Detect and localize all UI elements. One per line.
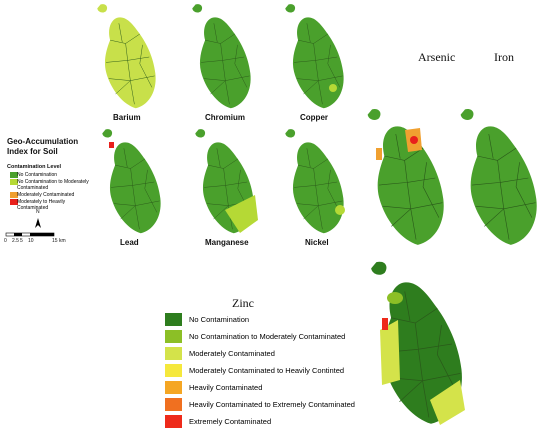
scale-bar [30,233,54,236]
scale-label: 2.5 [12,238,19,244]
legend-swatch [10,199,18,205]
legend-label: No Contamination to Moderately Contamina… [189,332,346,341]
scale-label: 10 [28,238,34,244]
legend-item: Moderately Contaminated [165,345,375,362]
legend-label: No Contamination [17,172,58,178]
scale-bar [14,233,22,236]
legend-label: Heavily Contaminated [189,383,263,392]
barium-map [97,3,156,109]
legend-item: Moderately Contaminated [4,192,99,204]
arsenic-map [367,108,445,246]
map-label: Lead [120,238,139,247]
arsenic-spot [410,136,418,144]
map-label: Iron [494,50,514,64]
legend-label: No Contamination [189,315,250,324]
legend-swatch [165,347,182,360]
legend-label: Heavily Contaminated to Extremely Contam… [189,400,355,409]
legend-label: Moderately to Heavily Contaminated [17,199,66,211]
legend-label: Moderately Contaminated to Heavily Conti… [189,366,345,375]
legend-swatch [10,192,18,198]
legend-item: Heavily Contaminated [165,379,375,396]
lead-spot [109,142,114,148]
legend-subtitle: Contamination Level [7,164,62,170]
zinc-zone [430,380,465,425]
iron-map [460,108,538,246]
zinc-islet [387,292,403,304]
nickel-map [285,128,344,234]
legend-item: Extremely Contaminated [165,413,375,430]
legend-swatch [10,179,18,185]
legend-label: Moderately Contaminated [17,192,75,198]
legend-swatch [165,381,182,394]
map-label: Copper [300,113,328,122]
legend-swatch [10,172,18,178]
copper-spot [329,84,337,92]
manganese-zone [225,195,258,233]
map-label: Manganese [205,238,249,247]
legend-item: Moderately Contaminated to Heavily Conti… [165,362,375,379]
zinc-islet [382,318,388,330]
legend-item: Moderately to Heavily Contaminated [4,199,99,211]
chromium-map [192,3,251,109]
nickel-spot [335,205,345,215]
legend-swatch [165,415,182,428]
legend-title: Geo-Accumulation Index for Soil [7,137,79,156]
legend-item: Heavily Contaminated to Extremely Contam… [165,396,375,413]
legend-swatch [165,398,182,411]
map-label: Barium [113,113,141,122]
legend-label: No Contamination to Moderately Contamina… [17,179,89,191]
arsenic-islet [376,148,382,160]
legend-swatch [165,330,182,343]
map-label: Zinc [232,296,254,310]
north-arrow [35,218,41,228]
legend-label: Moderately Contaminated [189,349,275,358]
legend-item: No Contamination [165,311,375,328]
map-label: Arsenic [418,50,456,64]
scale-label: 0 [4,238,7,244]
scale-label: 5 [20,238,23,244]
zinc-zone [380,320,400,385]
legend-label: Extremely Contaminated [189,417,272,426]
legend-item: No Contamination to Moderately Contamina… [4,179,99,191]
legend-item: No Contamination [4,172,99,184]
legend-item: No Contamination to Moderately Contamina… [165,328,375,345]
map-label: Nickel [305,238,329,247]
map-label: Chromium [205,113,245,122]
scale-label: 15 km [52,238,66,244]
north-label: N [36,209,40,215]
copper-map [285,3,344,109]
legend-swatch [165,313,182,326]
legend-swatch [165,364,182,377]
